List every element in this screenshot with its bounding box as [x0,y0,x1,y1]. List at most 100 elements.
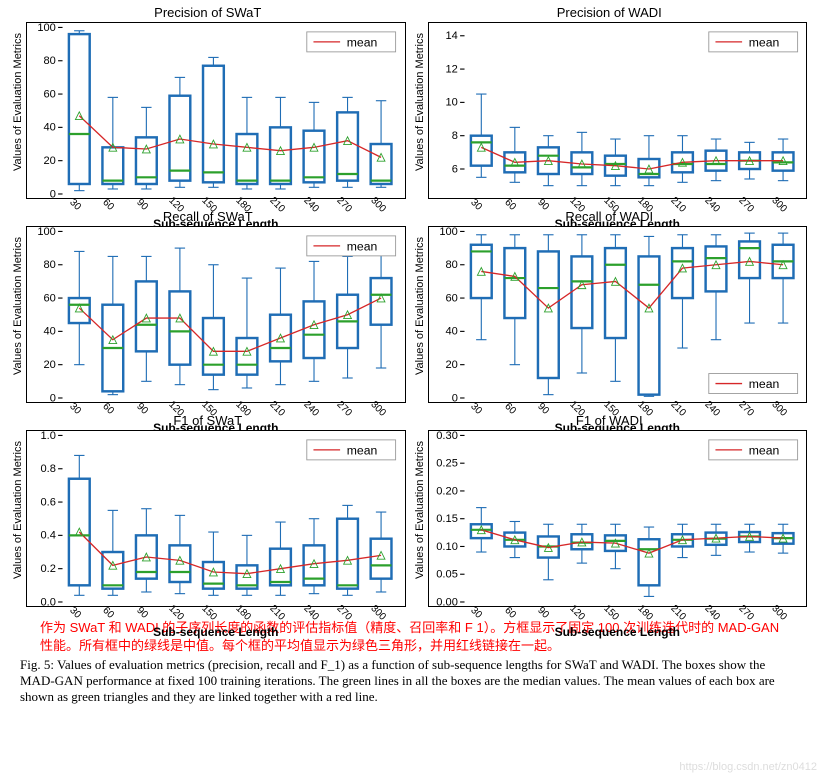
plot-area: 020406080100mean [26,226,406,403]
ytick-label: 100 [37,23,56,34]
ytick-label: 0.4 [40,530,55,542]
chart-panel-f1-swat: F1 of SWaTValues of Evaluation Metrics0.… [10,413,406,613]
ytick-label: 40 [445,326,457,338]
box [638,256,659,394]
plot-area: 0.000.050.100.150.200.250.30mean [428,430,808,607]
box [672,248,693,298]
ytick-label: 0.0 [40,596,55,606]
ytick-label: 0.6 [40,496,55,508]
box [638,539,659,585]
ytick-label: 14 [445,30,457,42]
ytick-label: 80 [445,259,457,271]
box [237,134,258,184]
x-axis-label: Sub-sequence Length [428,625,808,639]
mean-line [79,532,381,574]
y-axis-label: Values of Evaluation Metrics [10,22,26,182]
plot-area: 0.00.20.40.60.81.0mean [26,430,406,607]
ytick-label: 0.25 [436,458,458,470]
ytick-label: 0 [50,392,56,402]
box [169,96,190,181]
box [337,519,358,589]
ytick-label: 20 [445,359,457,371]
panel-title: Precision of WADI [412,5,808,20]
box [371,539,392,579]
mean-line [79,116,381,158]
ytick-label: 60 [44,88,56,100]
chart-panel-f1-wadi: F1 of WADI Values of Evaluation Metrics0.… [412,413,808,613]
mean-line [481,530,783,553]
plot-wrap: Values of Evaluation Metrics020406080100… [412,226,808,386]
plot-wrap: Values of Evaluation Metrics0.000.050.10… [412,430,808,590]
ytick-label: 60 [445,292,457,304]
plot-area: 6 8 10 12 14 mean [428,22,808,199]
ytick-label: 20 [44,155,56,167]
legend: mean [307,440,396,460]
ytick-label: 0 [50,188,56,198]
box [69,298,90,323]
plot-area: 0 20 40 60 80 100 mean [428,226,808,403]
box [169,291,190,364]
box [169,545,190,582]
ytick-label: 0.05 [436,569,458,581]
boxplot-svg: 020406080100mean [27,23,405,198]
boxplot-svg: 0 20 40 60 80 100 mean [429,227,807,402]
ytick-label: 6 [451,163,457,175]
caption-english: Fig. 5: Values of evaluation metrics (pr… [10,657,807,710]
ytick-label: 80 [44,259,56,271]
watermark-text: https://blog.csdn.net/zn0412 [679,761,817,773]
ytick-label: 20 [44,359,56,371]
box [203,66,224,183]
plot-wrap: Values of Evaluation Metrics020406080100… [10,22,406,182]
legend: mean [307,32,396,52]
plot-area: 020406080100mean [26,22,406,199]
legend: mean [307,236,396,256]
y-axis-label: Values of Evaluation Metrics [412,226,428,386]
box [69,34,90,184]
ytick-label: 8 [451,130,457,142]
box [304,131,325,183]
ytick-label: 0.20 [436,485,458,497]
legend: mean [708,374,797,394]
ytick-label: 0.00 [436,596,458,606]
plot-wrap: Values of Evaluation Metrics020406080100… [10,226,406,386]
y-axis-label: Values of Evaluation Metrics [412,22,428,182]
panel-title: Recall of SWaT [10,209,406,224]
legend-label: mean [748,35,779,49]
plot-wrap: Values of Evaluation Metrics0.00.20.40.6… [10,430,406,590]
ytick-label: 100 [439,227,458,238]
ytick-label: 100 [37,227,56,238]
legend-label: mean [748,443,779,457]
ytick-label: 0 [451,392,457,402]
chart-panel-recall-wadi: Recall of WADI Values of Evaluation Metri… [412,209,808,409]
box [136,281,157,351]
chart-panel-prec-swat: Precision of SWaTValues of Evaluation Me… [10,5,406,205]
panel-title: F1 of WADI [412,413,808,428]
plot-wrap: Values of Evaluation Metrics 6 8 10 12 14 mean… [412,22,808,182]
box [605,248,626,338]
chart-grid: Precision of SWaTValues of Evaluation Me… [10,5,807,613]
box [270,127,291,184]
box [739,241,760,278]
box [304,301,325,358]
ytick-label: 1.0 [40,431,55,442]
ytick-label: 80 [44,55,56,67]
ytick-label: 0.2 [40,563,55,575]
box [337,112,358,180]
panel-title: Recall of WADI [412,209,808,224]
chart-panel-prec-wadi: Precision of WADI Values of Evaluation Me… [412,5,808,205]
y-axis-label: Values of Evaluation Metrics [10,226,26,386]
box [237,338,258,375]
boxplot-svg: 0.000.050.100.150.200.250.30mean [429,431,807,606]
ytick-label: 10 [445,97,457,109]
ytick-label: 40 [44,326,56,338]
box [371,144,392,184]
box [203,318,224,375]
x-axis-label: Sub-sequence Length [26,625,406,639]
ytick-label: 12 [445,63,457,75]
box [537,251,558,378]
legend-label: mean [748,377,779,391]
figure-container: Precision of SWaTValues of Evaluation Me… [0,0,817,715]
ytick-label: 0.30 [436,431,458,442]
boxplot-svg: 0.00.20.40.60.81.0mean [27,431,405,606]
legend-label: mean [347,239,378,253]
